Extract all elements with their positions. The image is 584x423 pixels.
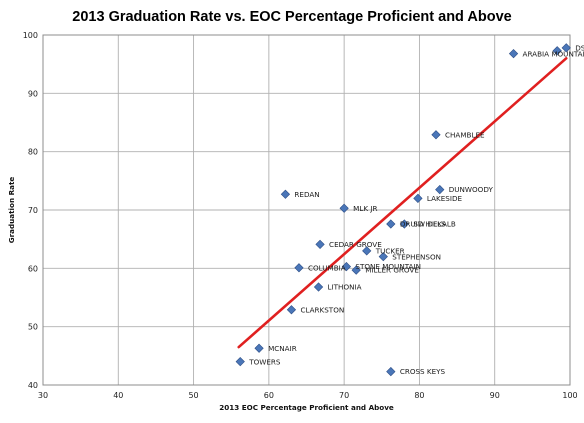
data-point <box>386 366 396 377</box>
data-point <box>552 46 562 56</box>
x-tick-label: 90 <box>490 391 500 400</box>
data-point-label: STEPHENSON <box>392 252 441 261</box>
data-point <box>561 43 571 53</box>
data-point-label: ARABIA MOUNTAIN <box>523 49 584 58</box>
data-point-label: DUNWOODY <box>449 185 494 194</box>
x-tick-label: 80 <box>414 391 424 400</box>
x-tick-label: 100 <box>562 391 577 400</box>
x-tick-label: 30 <box>38 391 48 400</box>
data-point-label: DSA <box>575 43 584 52</box>
y-tick-label: 70 <box>28 206 38 215</box>
data-point-label: LITHONIA <box>328 283 362 292</box>
data-point <box>315 239 325 250</box>
data-point <box>413 193 423 203</box>
data-point-labels: DSAARABIA MOUNTAIN CHAMBLEE DUNWOODYLAKESI… <box>248 43 584 376</box>
data-point <box>280 189 291 199</box>
x-tick-label: 50 <box>188 391 198 400</box>
plot-area-border <box>42 34 571 386</box>
y-tick-label: 40 <box>28 381 38 390</box>
data-point <box>341 261 352 272</box>
data-point <box>431 130 441 140</box>
data-point-label: COLUMBIA <box>308 263 346 272</box>
data-point-label: CEDAR GROVE <box>329 240 382 249</box>
data-point-label: STONE MOUNTAIN <box>355 262 421 271</box>
y-tick-label: 80 <box>28 148 38 157</box>
data-point-label: TUCKER <box>375 246 405 255</box>
data-point-label: LAKESIDE <box>427 194 463 203</box>
x-axis-label: 2013 EOC Percentage Proficient and Above <box>219 403 394 412</box>
data-point-label: REDAN <box>294 190 319 199</box>
data-point <box>339 203 349 213</box>
y-tick-label: 90 <box>28 89 38 98</box>
gridlines <box>42 34 571 386</box>
trendline <box>237 57 568 349</box>
data-points <box>235 43 571 377</box>
data-point <box>351 265 361 275</box>
data-point <box>435 184 445 195</box>
data-point-label: DRUID HILLS <box>400 220 446 229</box>
data-point <box>313 282 324 292</box>
data-point <box>286 305 297 315</box>
data-point <box>508 49 519 59</box>
data-point <box>254 343 264 353</box>
data-point <box>378 252 388 262</box>
x-tick-label: 60 <box>264 391 274 400</box>
data-point <box>386 219 396 229</box>
x-tick-label: 70 <box>339 391 349 400</box>
y-tick-label: 50 <box>28 323 38 332</box>
data-point-label: MILLER GROVE <box>365 266 419 275</box>
data-point-label: MCNAIR <box>268 344 297 353</box>
data-point <box>235 357 245 367</box>
data-point <box>362 246 372 256</box>
data-point-label: SW DEKALB <box>413 220 456 229</box>
y-tick-label: 100 <box>23 31 38 40</box>
data-point-label: CLARKSTON <box>300 305 344 314</box>
x-tick-label: 40 <box>113 391 123 400</box>
data-point <box>399 219 409 229</box>
data-point-label: MLK JR <box>353 204 377 213</box>
y-axis-label: Graduation Rate <box>7 177 16 244</box>
data-point-label: TOWERS <box>248 357 281 366</box>
data-point <box>294 263 304 273</box>
data-point-label: CROSS KEYS <box>400 367 446 376</box>
trendline-group <box>237 57 568 349</box>
chart-title: 2013 Graduation Rate vs. EOC Percentage … <box>72 9 511 25</box>
y-tick-label: 60 <box>28 264 38 273</box>
data-point-label: CHAMBLEE <box>445 130 485 139</box>
